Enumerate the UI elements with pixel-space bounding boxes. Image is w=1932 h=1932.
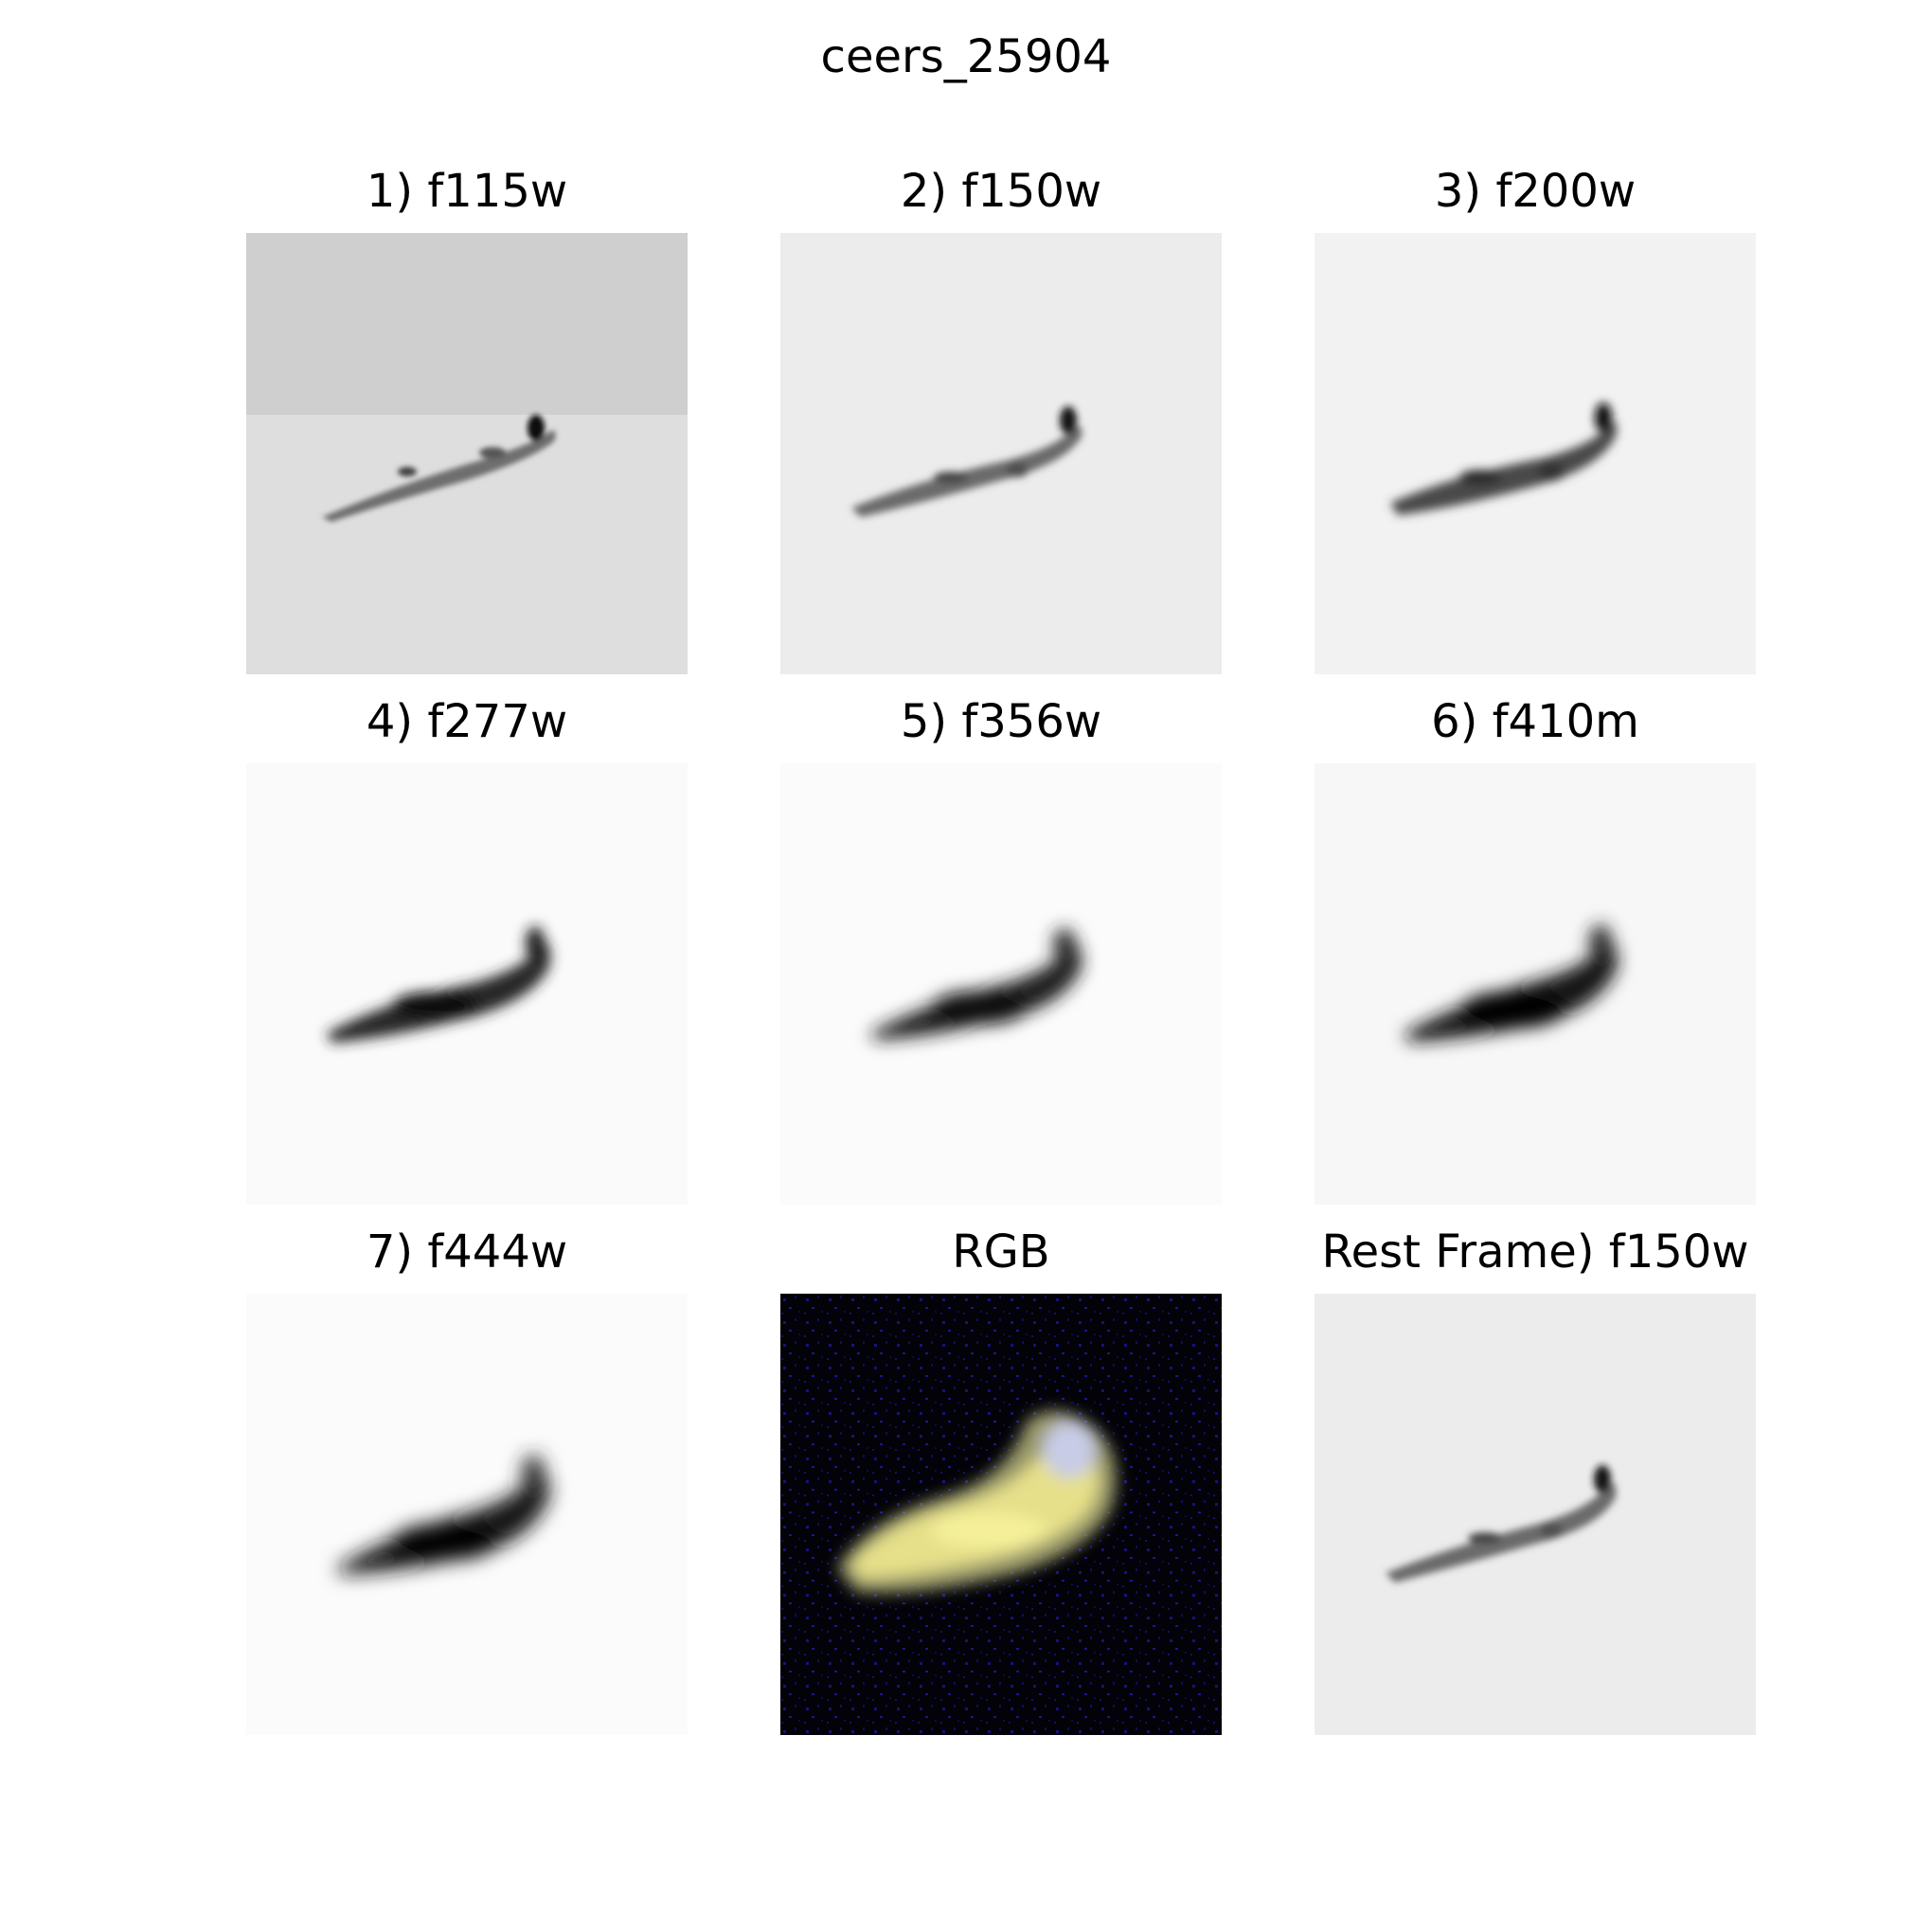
panel-title: 4) f277w (366, 695, 568, 748)
panel-title: 1) f115w (366, 165, 568, 218)
cutout-image-rest-frame-f150w (1315, 1294, 1756, 1735)
cutout-image-rgb (780, 1294, 1222, 1735)
figure-title: ceers_25904 (820, 30, 1112, 83)
panel-title: 6) f410m (1431, 695, 1639, 748)
cutout-image-f150w (780, 233, 1222, 674)
cutout-image-f277w (246, 763, 688, 1205)
panel-title: 5) f356w (900, 695, 1102, 748)
panel-title: 3) f200w (1434, 165, 1637, 218)
panel-title: 2) f150w (900, 165, 1102, 218)
panel-title: Rest Frame) f150w (1321, 1225, 1749, 1279)
cutout-image-f410m (1315, 763, 1756, 1205)
cutout-image-f115w (246, 233, 688, 674)
cutout-image-f444w (246, 1294, 688, 1735)
cutout-image-f200w (1315, 233, 1756, 674)
panel-title: RGB (952, 1225, 1050, 1279)
panel-title: 7) f444w (366, 1225, 568, 1279)
cutout-image-f356w (780, 763, 1222, 1205)
